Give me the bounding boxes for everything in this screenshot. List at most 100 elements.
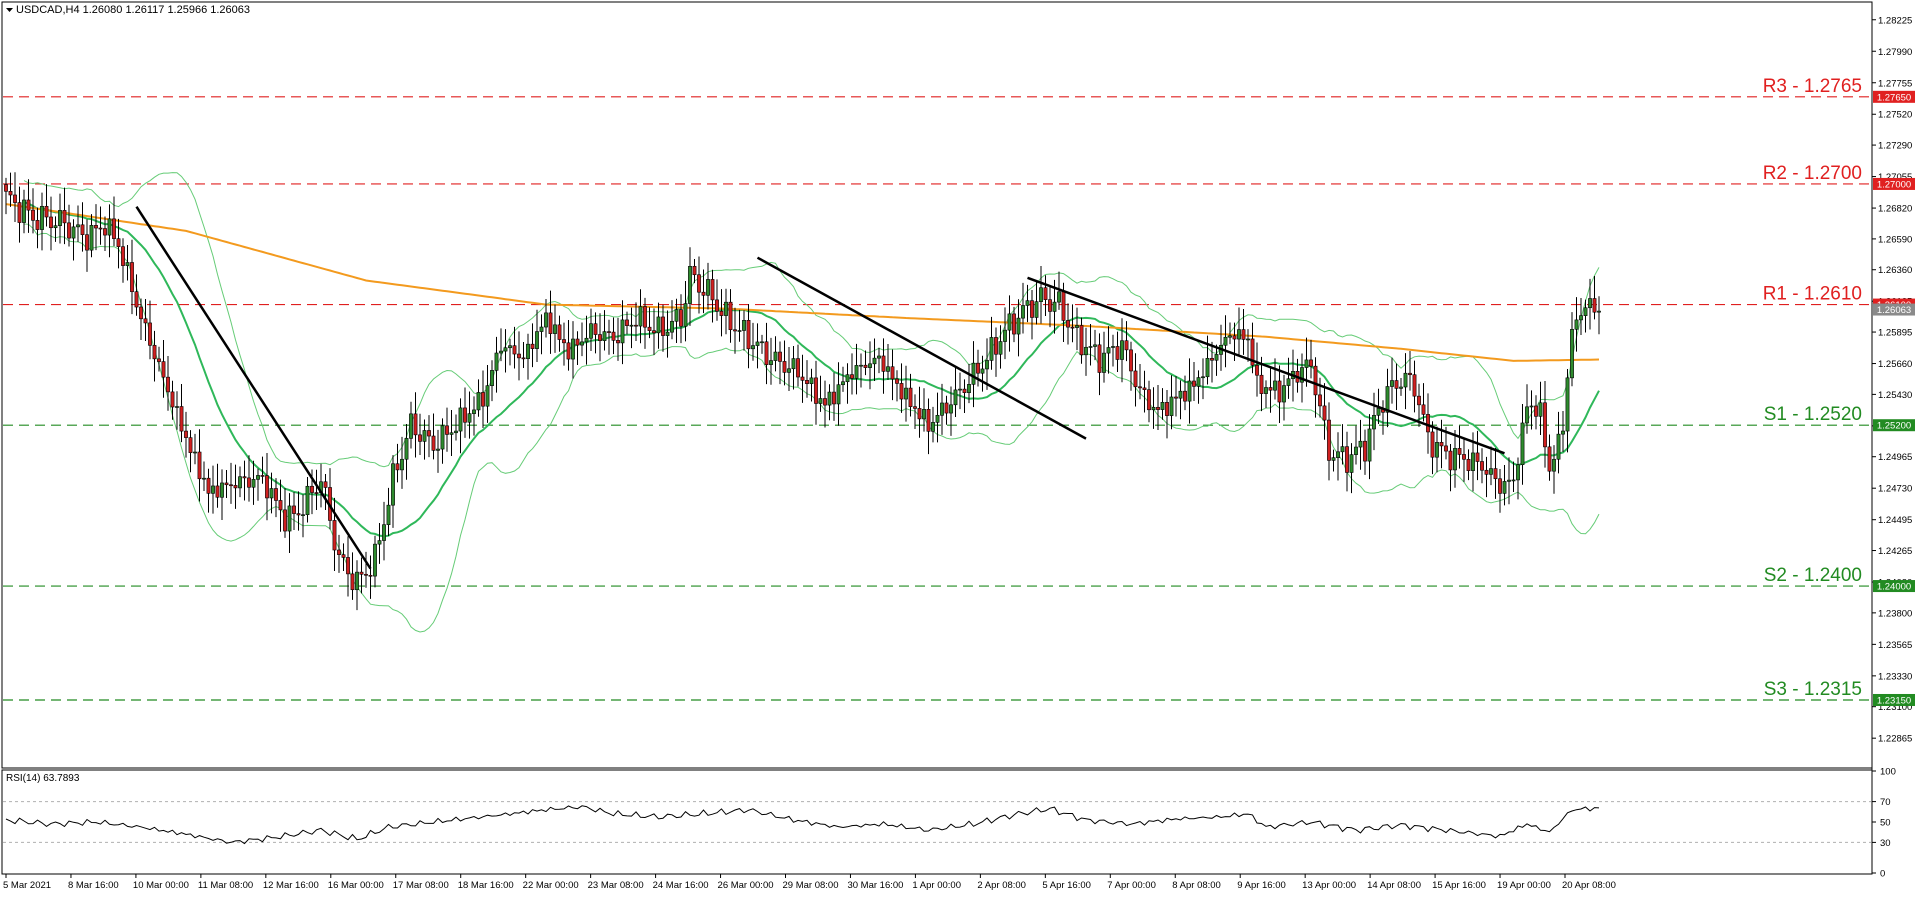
candle [971,341,976,408]
triangle-down-icon[interactable] [6,8,13,12]
candle [1268,368,1273,413]
price-badge-5: 1.24000 [1873,580,1915,593]
candle [1358,419,1363,470]
candle [922,388,926,432]
candle [350,552,355,600]
candle [121,238,125,283]
candle [1304,337,1309,387]
candle [1192,361,1196,402]
candle [1408,350,1412,391]
candle [521,342,526,368]
candle [463,387,467,438]
candle [1367,414,1372,480]
candle [1016,299,1021,357]
rsi-tick-label: 50 [1880,818,1891,829]
candle [692,258,697,284]
candle [161,340,166,398]
rsi-panel [1,769,1873,875]
y-tick-label: 1.26360 [1878,265,1912,276]
candle [481,370,485,429]
candle [418,413,422,455]
candle [1286,357,1291,399]
candle [1484,456,1489,498]
x-tick-label: 17 Mar 08:00 [393,880,449,891]
x-tick-label: 19 Apr 00:00 [1497,880,1551,891]
candle [548,290,553,354]
candle [1066,303,1070,345]
candle [1174,375,1178,417]
candle [584,315,589,365]
candle [886,343,890,381]
candle [854,343,859,395]
candle [728,289,733,343]
candle [1390,357,1394,404]
candle [1525,384,1529,434]
candle [1043,275,1048,317]
candle [314,469,319,511]
candle [530,323,535,368]
candle [1493,448,1498,499]
candle [1399,378,1403,396]
candle [247,455,251,502]
candle [1133,353,1138,407]
trendline-0[interactable] [135,206,372,570]
y-tick-label: 1.24495 [1878,515,1912,526]
candle [539,314,544,355]
candle [175,391,179,430]
trendline-1[interactable] [756,256,1087,440]
candle [593,312,598,354]
candle [1264,380,1268,409]
candle [719,289,724,337]
candle [368,555,373,599]
candle [1124,321,1129,362]
bollinger-upper [23,172,1600,468]
trendline-2[interactable] [1027,276,1505,455]
candle [404,424,409,480]
candle [1183,375,1187,411]
candle [1538,381,1543,436]
candle [1142,370,1147,413]
candle [823,380,827,428]
candle [980,355,985,392]
candle [571,321,575,379]
candle [467,391,472,439]
candle [674,298,679,344]
x-tick-label: 7 Apr 00:00 [1107,880,1156,891]
candle [787,346,791,392]
svg-text:1.24000: 1.24000 [1877,582,1911,593]
candle [724,288,728,335]
candle [796,344,800,387]
candle [413,392,418,458]
y-tick-label: 1.23330 [1878,671,1912,682]
x-tick-label: 2 Apr 08:00 [977,880,1026,891]
price-badges: 1.276501.270001.261001.260631.252001.240… [1873,90,1915,706]
candle [665,310,670,358]
candle [13,172,17,223]
x-tick-label: 1 Apr 00:00 [912,880,961,891]
candle [67,204,71,247]
candle [652,308,656,355]
candle [301,494,305,538]
candle [242,460,247,501]
candle [1003,307,1007,360]
candle [575,331,580,366]
candle [863,350,868,376]
candle [1475,430,1480,481]
candle [1403,353,1408,410]
rsi-tick-label: 70 [1880,797,1891,808]
candle [773,336,778,372]
candle [1448,443,1453,492]
candle [881,338,886,394]
candle [409,401,413,449]
candle [377,523,382,564]
candle [647,307,652,339]
y-tick-label: 1.27290 [1878,141,1912,152]
support-resistance-levels [3,96,1871,701]
x-tick-label: 11 Mar 08:00 [198,880,253,891]
candle [296,491,301,531]
candle [1511,461,1516,492]
svg-text:1.26063: 1.26063 [1877,305,1911,316]
candle [359,557,364,594]
candle [733,307,737,354]
